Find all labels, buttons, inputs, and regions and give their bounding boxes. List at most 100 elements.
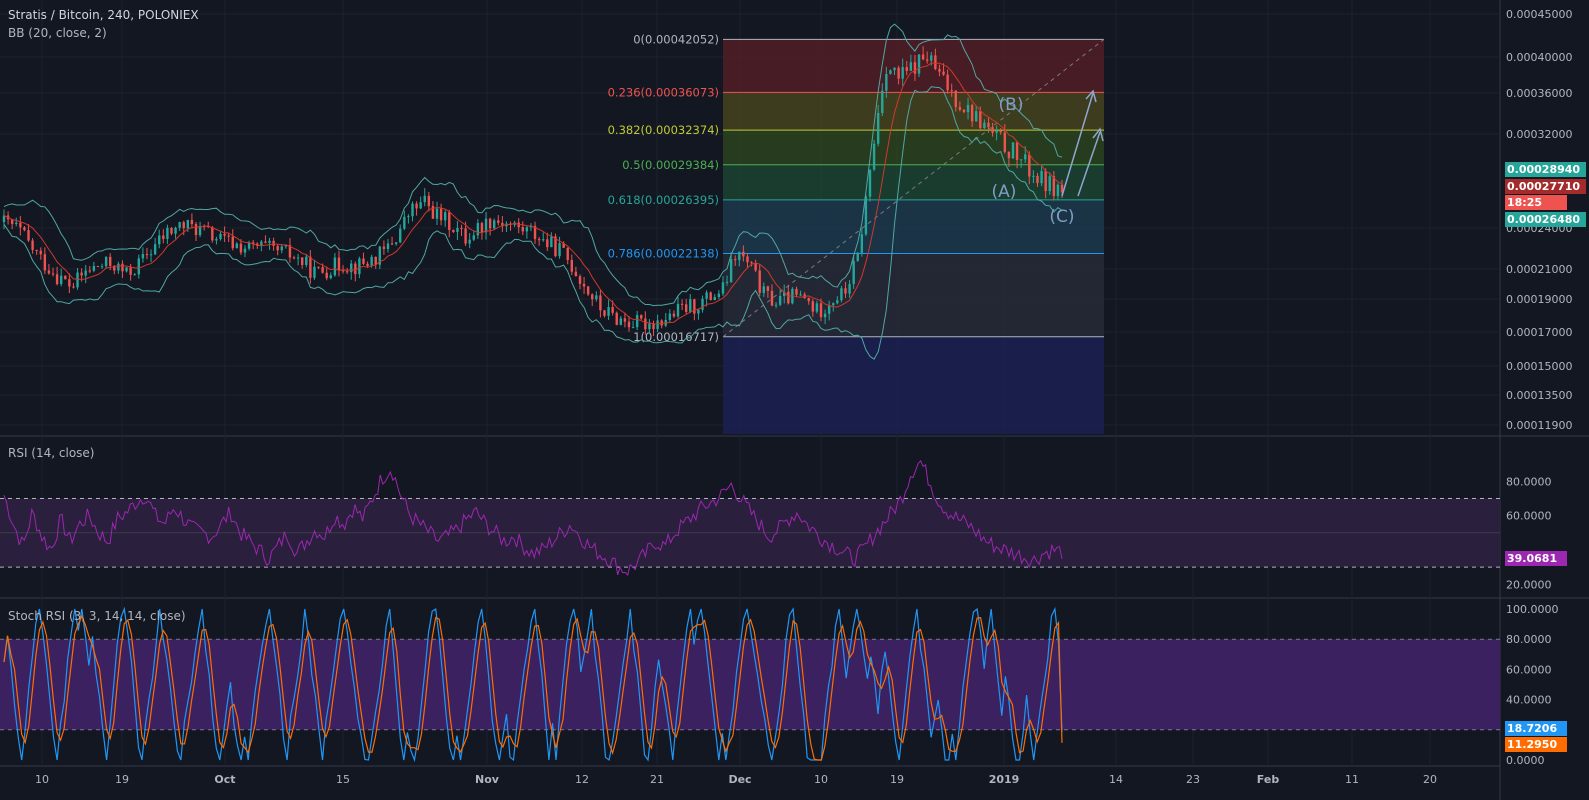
candle-body: [738, 251, 741, 261]
candle-body: [239, 243, 243, 253]
stoch-band-fill: [0, 639, 1500, 730]
candle-body: [358, 258, 361, 275]
candle-body: [386, 243, 390, 249]
candle-body: [697, 309, 700, 314]
x-tick-label: 20: [1423, 773, 1437, 786]
candle-body: [983, 122, 986, 128]
candle-body: [550, 236, 553, 248]
current-price-tag: 0.00027710: [1505, 179, 1586, 194]
candle-body: [439, 208, 443, 221]
candle-body: [129, 267, 132, 275]
candle-body: [211, 227, 214, 241]
candle-body: [672, 313, 676, 317]
candle-body: [35, 249, 38, 251]
x-tick-label: Nov: [475, 773, 500, 786]
price-tick-label: 0.00045000: [1506, 8, 1572, 21]
candle-body: [166, 227, 169, 239]
candle-body: [938, 68, 941, 72]
candle-body: [47, 270, 51, 274]
candle-body: [652, 323, 655, 330]
price-tick-label: 0.00019000: [1506, 293, 1572, 306]
candle-body: [799, 294, 802, 296]
symbol-title: Stratis / Bitcoin, 240, POLONIEX: [8, 8, 199, 22]
x-tick-label: 21: [650, 773, 664, 786]
rsi-indicator-label[interactable]: RSI (14, close): [8, 446, 95, 460]
candle-body: [619, 318, 623, 325]
candle-body: [72, 286, 75, 288]
x-tick-label: 2019: [989, 773, 1020, 786]
candle-body: [1036, 175, 1039, 184]
candle-body: [586, 286, 590, 295]
candle-body: [778, 295, 782, 305]
candle-body: [452, 229, 455, 232]
candle-body: [574, 271, 578, 277]
candle-body: [370, 256, 373, 266]
candle-body: [84, 270, 87, 276]
candle-body: [194, 224, 198, 236]
candle-body: [88, 270, 91, 272]
candle-body: [856, 252, 859, 261]
candle-body: [231, 236, 234, 249]
candle-body: [537, 239, 541, 241]
candle-body: [713, 297, 716, 301]
x-tick-label: 19: [890, 773, 904, 786]
candle-body: [23, 227, 26, 231]
candle-body: [1015, 142, 1019, 160]
candle-body: [43, 254, 47, 271]
fib-zone: [723, 39, 1104, 93]
rsi-value-tag: 39.0681: [1505, 551, 1567, 566]
candlesticks: [2, 46, 1064, 337]
x-tick-label: 12: [575, 773, 589, 786]
candle-body: [676, 303, 680, 317]
candle-body: [390, 243, 394, 245]
candle-body: [227, 235, 230, 237]
candle-body: [591, 294, 594, 300]
candle-body: [999, 130, 1002, 133]
candle-body: [488, 218, 492, 229]
candle-body: [725, 281, 729, 283]
bb-indicator-label[interactable]: BB (20, close, 2): [8, 26, 107, 40]
candle-body: [1052, 176, 1056, 197]
candle-body: [562, 243, 565, 248]
candle-body: [995, 130, 998, 133]
candle-body: [186, 219, 190, 229]
candle-body: [852, 260, 855, 285]
candle-body: [921, 54, 925, 60]
candle-body: [133, 274, 136, 276]
candle-body: [946, 74, 949, 91]
candle-body: [754, 263, 757, 271]
candle-body: [309, 256, 312, 278]
candle-body: [975, 111, 978, 122]
candle-body: [860, 234, 864, 253]
x-tick-label: 15: [336, 773, 350, 786]
fib-level-label: 0.382(0.00032374): [608, 123, 719, 137]
candle-body: [484, 218, 488, 233]
candle-body: [917, 54, 921, 74]
candle-body: [1032, 175, 1035, 177]
candle-body: [578, 276, 582, 284]
projection-arrows: [1061, 89, 1104, 197]
candle-body: [317, 266, 320, 268]
candle-body: [529, 225, 533, 228]
candle-body: [1019, 159, 1023, 161]
stoch-d-line: [3, 614, 1063, 761]
stoch-rsi-indicator-label[interactable]: Stoch RSI (3, 3, 14, 14, close): [8, 609, 186, 623]
stoch-tick-label: 60.0000: [1506, 663, 1552, 676]
candle-body: [762, 286, 765, 293]
candle-body: [198, 226, 202, 236]
candle-body: [251, 242, 255, 244]
candle-body: [1048, 176, 1051, 192]
candle-body: [795, 288, 798, 295]
candle-body: [407, 216, 410, 218]
candle-body: [423, 195, 426, 203]
candle-body: [991, 127, 994, 133]
candle-body: [1060, 184, 1064, 193]
fibonacci-retracement: 0(0.00042052) 0.236(0.00036073) 0.382(0.00…: [608, 32, 1105, 434]
candle-body: [542, 239, 545, 241]
candle-body: [844, 288, 847, 294]
candle-body: [145, 254, 149, 256]
candle-body: [656, 320, 659, 330]
candle-body: [533, 225, 537, 240]
projection-arrow: [1061, 92, 1094, 197]
